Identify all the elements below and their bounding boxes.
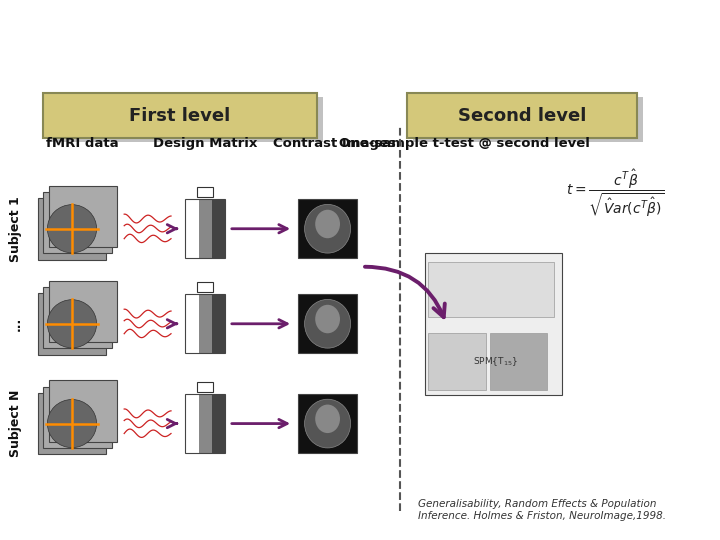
Bar	[212, 199, 225, 259]
FancyBboxPatch shape	[43, 93, 317, 138]
Bar	[185, 394, 199, 453]
FancyBboxPatch shape	[49, 97, 323, 142]
Text: Second level: Second level	[458, 107, 586, 125]
Bar	[185, 199, 199, 259]
FancyBboxPatch shape	[49, 281, 117, 342]
Bar	[199, 394, 212, 453]
Ellipse shape	[305, 399, 351, 448]
Bar	[212, 294, 225, 354]
Ellipse shape	[48, 400, 96, 448]
FancyBboxPatch shape	[38, 198, 107, 260]
FancyBboxPatch shape	[49, 186, 117, 247]
FancyBboxPatch shape	[43, 192, 112, 253]
Bar	[199, 294, 212, 354]
Text: SPM: SPM	[634, 17, 720, 55]
FancyBboxPatch shape	[490, 333, 547, 390]
FancyBboxPatch shape	[425, 253, 562, 395]
Ellipse shape	[315, 305, 340, 333]
FancyBboxPatch shape	[38, 393, 107, 455]
FancyBboxPatch shape	[407, 93, 637, 138]
Text: $\mathrm{SPM\{T_{15}\}}$: $\mathrm{SPM\{T_{15}\}}$	[473, 355, 518, 368]
Ellipse shape	[315, 210, 340, 238]
Text: ...: ...	[9, 316, 22, 331]
FancyBboxPatch shape	[49, 380, 117, 442]
Ellipse shape	[305, 299, 351, 348]
Bar	[212, 394, 225, 453]
Ellipse shape	[315, 404, 340, 433]
FancyBboxPatch shape	[298, 199, 357, 259]
Ellipse shape	[48, 205, 96, 253]
Text: fMRI data: fMRI data	[47, 137, 119, 150]
FancyBboxPatch shape	[413, 97, 643, 142]
FancyBboxPatch shape	[43, 387, 112, 448]
Text: Generalisability, Random Effects & Population
Inference. Holmes & Friston, Neuro: Generalisability, Random Effects & Popul…	[418, 500, 665, 521]
Ellipse shape	[305, 204, 351, 253]
FancyBboxPatch shape	[298, 394, 357, 453]
FancyBboxPatch shape	[38, 293, 107, 355]
Bar	[185, 294, 199, 354]
Text: One-sample t-test @ second level: One-sample t-test @ second level	[339, 137, 590, 150]
Ellipse shape	[48, 300, 96, 348]
Text: Summary Statistics RFX Approach: Summary Statistics RFX Approach	[22, 19, 608, 48]
Text: ⚓: ⚓	[602, 19, 615, 33]
FancyBboxPatch shape	[428, 333, 486, 390]
Text: $t = \dfrac{c^T\hat{\beta}}{\sqrt{\hat{V}ar(c^T\hat{\beta})}}$: $t = \dfrac{c^T\hat{\beta}}{\sqrt{\hat{V…	[566, 167, 665, 219]
Text: First level: First level	[130, 107, 230, 125]
Text: Contrast Images: Contrast Images	[274, 137, 396, 150]
FancyBboxPatch shape	[197, 282, 213, 292]
FancyBboxPatch shape	[428, 262, 554, 316]
Text: Design Matrix: Design Matrix	[153, 137, 257, 150]
FancyBboxPatch shape	[298, 294, 357, 354]
Bar	[199, 199, 212, 259]
FancyBboxPatch shape	[197, 382, 213, 392]
Text: Subject N: Subject N	[9, 390, 22, 457]
FancyBboxPatch shape	[197, 187, 213, 197]
Text: Subject 1: Subject 1	[9, 196, 22, 261]
FancyBboxPatch shape	[43, 287, 112, 348]
